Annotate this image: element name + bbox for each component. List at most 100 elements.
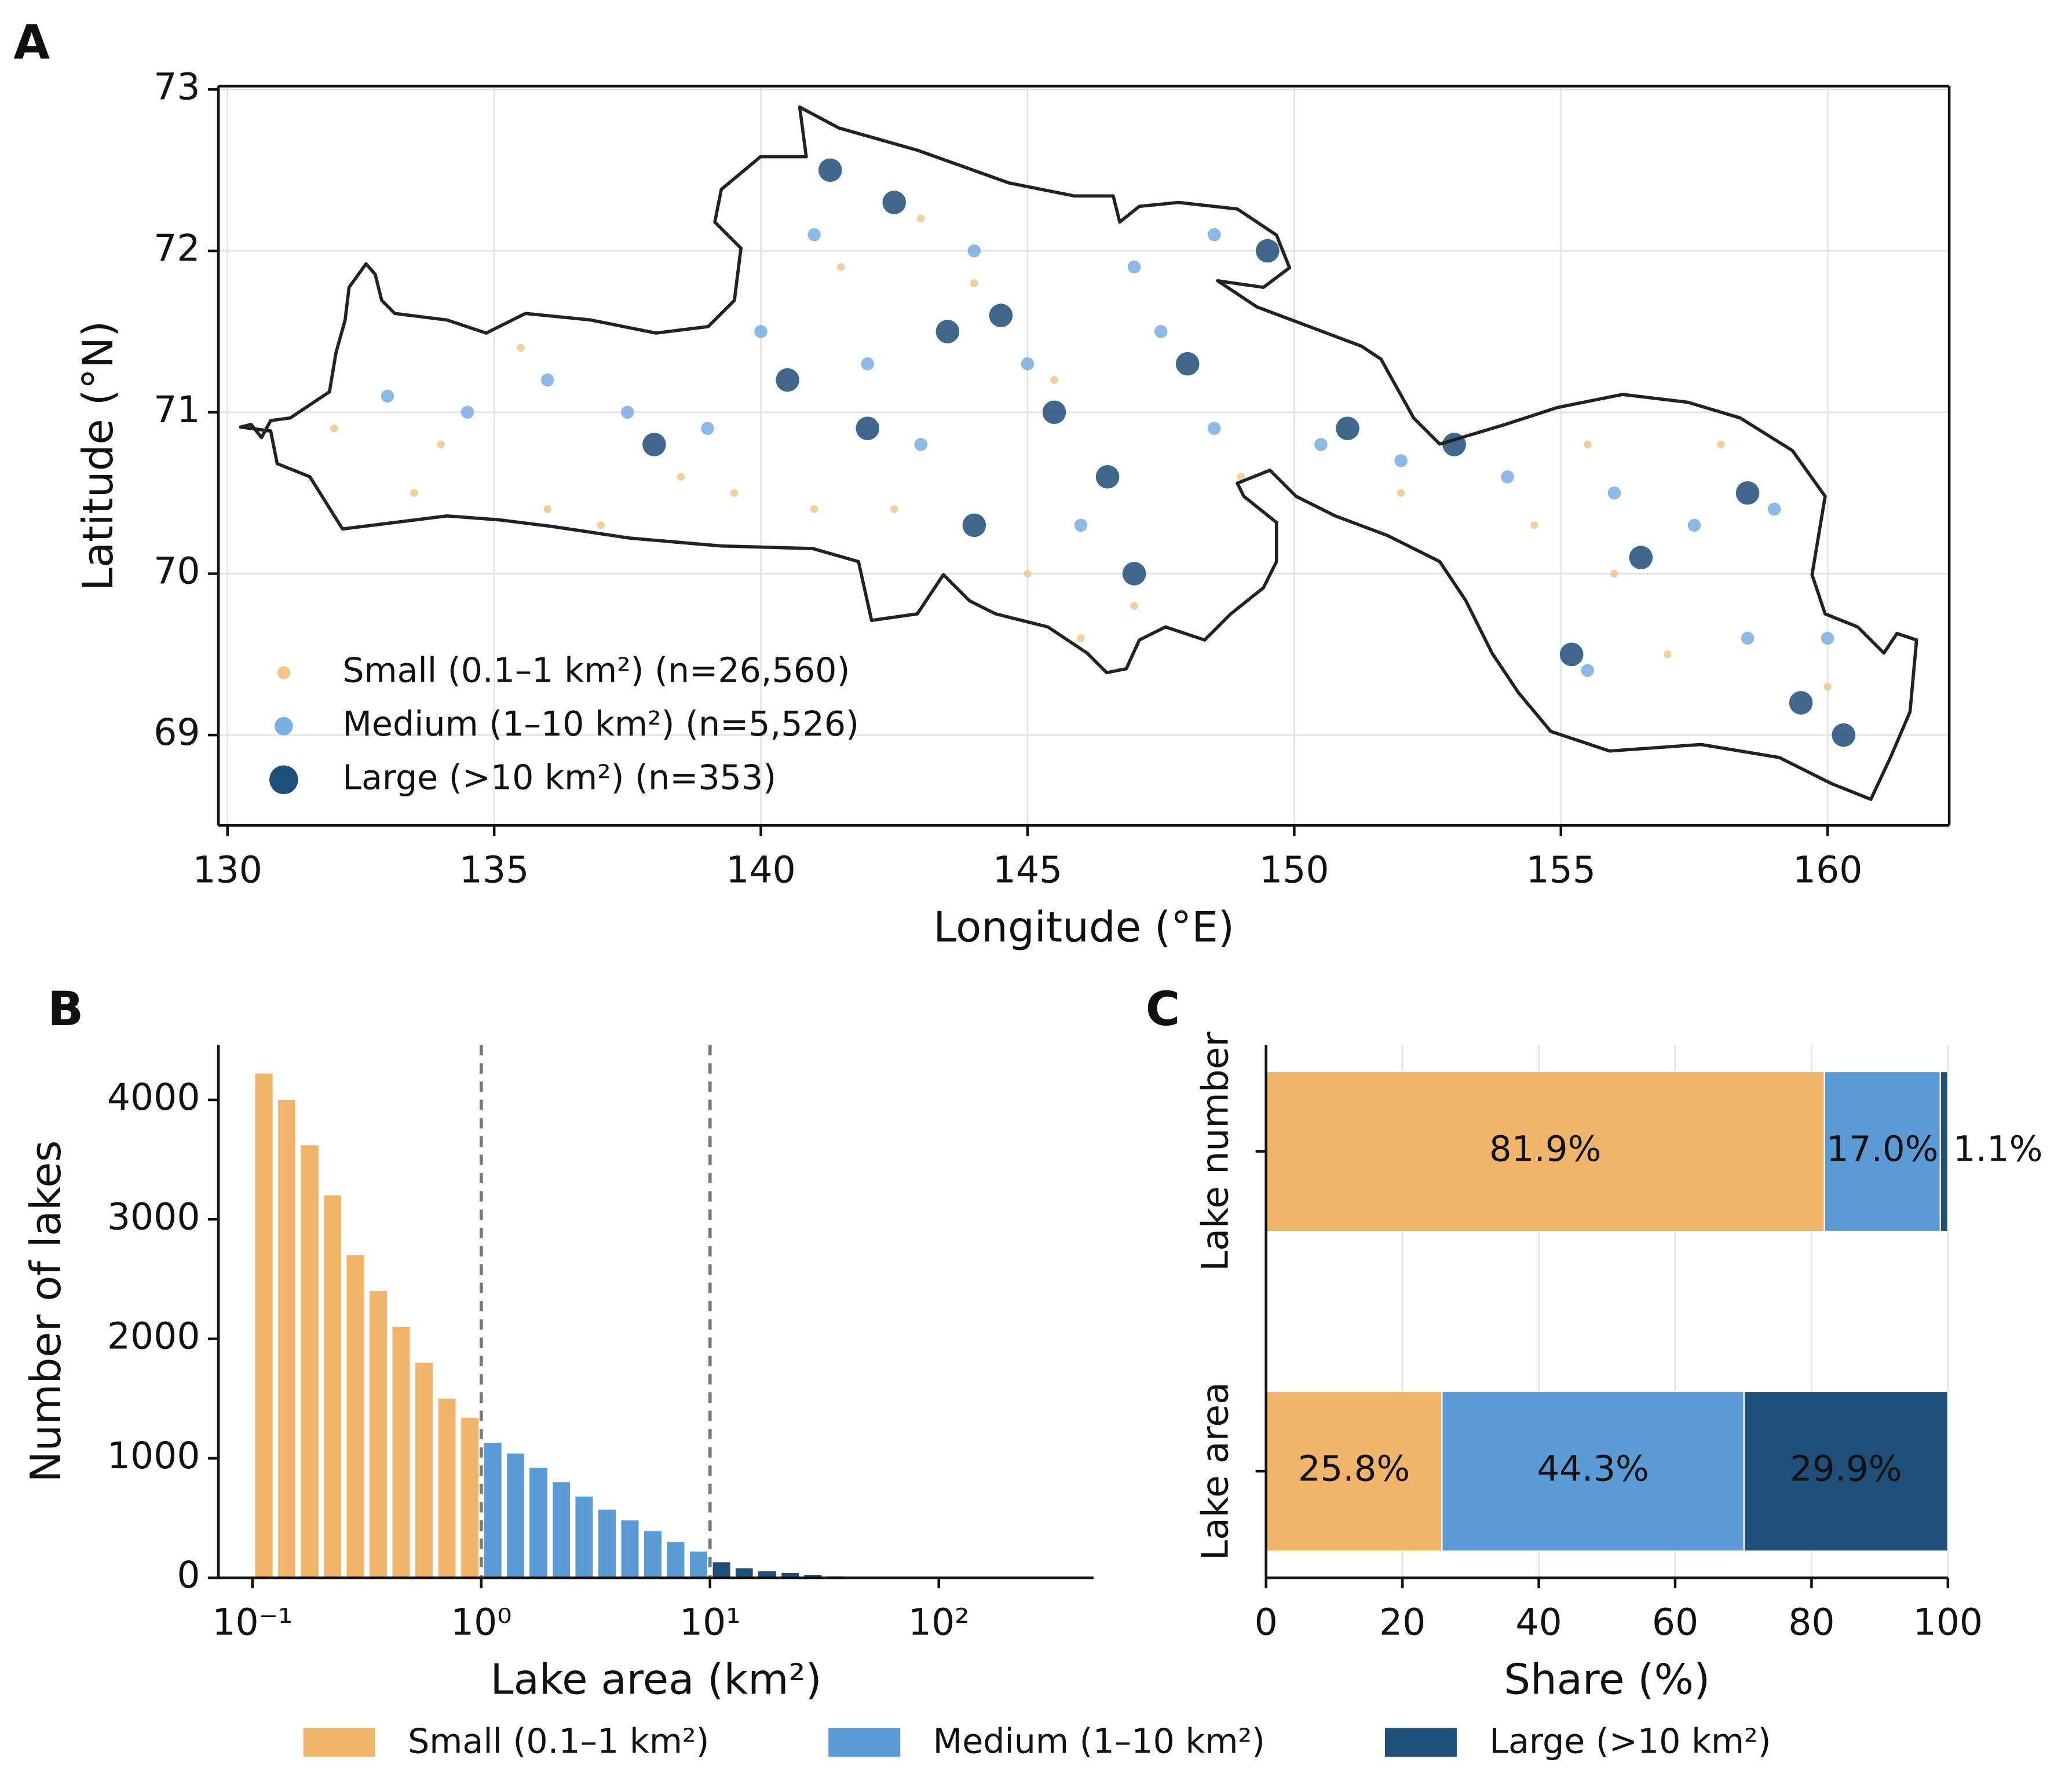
lake-point bbox=[1584, 440, 1592, 449]
histogram-bar bbox=[667, 1542, 685, 1578]
legend-label: Medium (1–10 km²) bbox=[933, 1722, 1265, 1761]
region-outline bbox=[239, 105, 1918, 801]
x-tick-label: 40 bbox=[1515, 1600, 1562, 1643]
lake-point bbox=[1207, 228, 1221, 242]
histogram-bar bbox=[598, 1509, 616, 1578]
lake-point bbox=[1789, 691, 1813, 715]
lake-point bbox=[754, 325, 767, 338]
legend-label: Small (0.1–1 km²) (n=26,560) bbox=[342, 650, 850, 690]
x-tick-label: 160 bbox=[1793, 848, 1863, 891]
lake-point bbox=[410, 489, 418, 497]
lake-point bbox=[810, 505, 818, 513]
panel-label: A bbox=[13, 16, 50, 70]
lake-point bbox=[1050, 376, 1058, 384]
lake-point bbox=[1074, 518, 1088, 532]
lake-point bbox=[1687, 518, 1701, 532]
stacked-bar bbox=[1441, 1391, 1745, 1552]
legend-label: Large (>10 km²) (n=353) bbox=[342, 758, 776, 797]
lake-point bbox=[1821, 631, 1834, 645]
histogram-bar bbox=[392, 1326, 410, 1578]
x-tick-label: 10⁰ bbox=[451, 1600, 512, 1643]
lake-point bbox=[1717, 440, 1725, 449]
value-label: 25.8% bbox=[1298, 1449, 1410, 1490]
lake-point bbox=[1629, 546, 1653, 569]
lake-point bbox=[882, 191, 907, 214]
lake-point bbox=[1501, 470, 1514, 484]
histogram-bar bbox=[644, 1531, 662, 1578]
lake-point bbox=[1077, 634, 1085, 642]
stacked-bar bbox=[1743, 1391, 1949, 1552]
legend-swatch bbox=[303, 1728, 375, 1757]
legend-marker bbox=[269, 765, 298, 795]
lake-point bbox=[1397, 489, 1405, 497]
value-label: 81.9% bbox=[1489, 1129, 1601, 1170]
lake-point bbox=[677, 473, 685, 481]
lake-point bbox=[621, 405, 634, 419]
lake-point bbox=[890, 505, 898, 513]
x-tick-label: 130 bbox=[192, 848, 262, 891]
lake-point bbox=[1559, 642, 1584, 667]
stacked-bar bbox=[1823, 1070, 1942, 1233]
lake-point bbox=[701, 422, 714, 435]
x-tick-label: 150 bbox=[1259, 848, 1329, 891]
lake-point bbox=[1095, 465, 1120, 489]
lake-point bbox=[437, 440, 445, 449]
lake-point bbox=[970, 279, 978, 287]
legend-marker bbox=[277, 666, 291, 679]
y-tick-label: Lake area bbox=[1193, 1382, 1236, 1560]
histogram-bar bbox=[804, 1575, 822, 1578]
lake-point bbox=[597, 521, 605, 529]
lake-point bbox=[330, 424, 338, 433]
lake-point bbox=[1530, 521, 1538, 529]
y-tick-label: 2000 bbox=[107, 1315, 200, 1358]
lake-point bbox=[517, 343, 525, 352]
lake-point bbox=[836, 263, 845, 271]
x-tick-label: 10¹ bbox=[679, 1600, 741, 1643]
panel-label: B bbox=[47, 982, 83, 1037]
lake-point bbox=[1581, 664, 1595, 677]
histogram-bar bbox=[736, 1568, 753, 1578]
lake-point bbox=[1664, 650, 1672, 659]
legend-label: Small (0.1–1 km²) bbox=[408, 1722, 709, 1761]
histogram-bar bbox=[575, 1496, 593, 1578]
histogram-bar bbox=[278, 1099, 295, 1578]
lake-point bbox=[917, 214, 925, 223]
x-tick-label: 10² bbox=[908, 1600, 970, 1643]
value-label: 17.0% bbox=[1826, 1129, 1938, 1170]
stacked-bar bbox=[1265, 1391, 1443, 1552]
histogram-bar bbox=[346, 1255, 364, 1578]
legend-label: Medium (1–10 km²) (n=5,526) bbox=[342, 704, 859, 744]
x-tick-label: 140 bbox=[726, 848, 796, 891]
lake-point bbox=[1314, 438, 1328, 451]
y-tick-label: 72 bbox=[153, 226, 200, 269]
histogram-bar bbox=[529, 1468, 547, 1578]
lake-point bbox=[1823, 682, 1832, 691]
y-tick-label: 1000 bbox=[107, 1434, 200, 1477]
lake-point bbox=[1021, 357, 1035, 371]
lake-point bbox=[1175, 352, 1200, 376]
lake-point bbox=[856, 416, 880, 440]
y-tick-label: Lake number bbox=[1193, 1032, 1236, 1271]
histogram-bar bbox=[460, 1417, 479, 1578]
y-tick-label: 4000 bbox=[107, 1076, 200, 1118]
y-tick-label: 3000 bbox=[107, 1195, 200, 1238]
lake-point bbox=[642, 433, 666, 456]
x-tick-label: 60 bbox=[1652, 1600, 1698, 1643]
y-tick-label: 69 bbox=[153, 711, 200, 754]
lake-point bbox=[776, 368, 799, 392]
histogram-bar bbox=[553, 1482, 570, 1578]
y-tick-label: 71 bbox=[153, 388, 200, 431]
lake-point bbox=[914, 438, 928, 451]
lake-point bbox=[1336, 416, 1359, 440]
histogram-bar bbox=[712, 1562, 730, 1578]
value-label: 29.9% bbox=[1790, 1449, 1902, 1490]
lake-point bbox=[1154, 325, 1168, 338]
lake-point bbox=[1256, 239, 1280, 263]
histogram-bar bbox=[415, 1362, 433, 1578]
y-tick-label: 70 bbox=[153, 550, 200, 593]
histogram-bar bbox=[484, 1443, 502, 1578]
histogram-bar bbox=[781, 1572, 799, 1578]
legend-swatch bbox=[828, 1728, 901, 1757]
